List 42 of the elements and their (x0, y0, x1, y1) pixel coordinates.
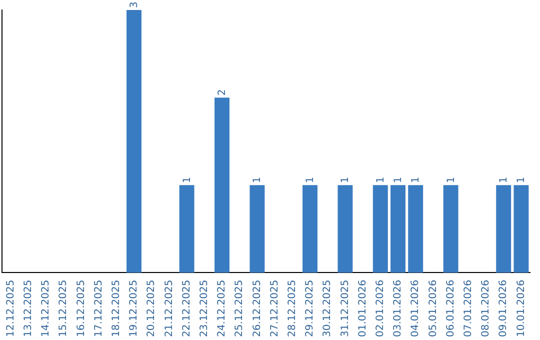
x-tick-label: 13.12.2025 (22, 280, 34, 338)
x-tick-label: 10.01.2026 (516, 280, 527, 338)
data-label: 1 (516, 176, 528, 184)
x-tick-label: 04.01.2026 (410, 280, 422, 338)
x-tick-label: 28.12.2025 (286, 280, 298, 338)
data-label: 1 (410, 176, 422, 184)
data-label: 1 (305, 176, 316, 184)
x-tick-label: 09.01.2026 (498, 280, 510, 338)
data-label: 1 (252, 176, 264, 184)
x-tick-label: 16.12.2025 (76, 280, 87, 338)
x-tick-label: 05.01.2026 (428, 280, 439, 338)
x-tick-label: 06.01.2026 (445, 280, 456, 338)
x-tick-label: 27.12.2025 (269, 280, 280, 338)
x-tick-label: 29.12.2025 (304, 280, 316, 338)
data-label: 1 (182, 176, 193, 184)
x-tick-label: 19.12.2025 (128, 280, 140, 338)
data-label: 1 (498, 176, 510, 184)
x-tick-label: 25.12.2025 (234, 280, 246, 338)
x-tick-label: 31.12.2025 (340, 280, 351, 338)
x-tick-label: 02.01.2026 (374, 280, 386, 338)
x-tick-label: 26.12.2025 (252, 280, 263, 338)
x-tick-label: 01.01.2026 (357, 280, 368, 338)
x-tick-label: 23.12.2025 (198, 280, 210, 338)
x-tick-label: 20.12.2025 (146, 280, 158, 338)
data-label: 3 (129, 2, 140, 8)
x-tick-label: 30.12.2025 (322, 280, 334, 338)
data-label: 2 (217, 89, 228, 96)
x-tick-label: 17.12.2025 (93, 280, 104, 338)
data-label: 1 (340, 176, 352, 184)
x-tick-label: 14.12.2025 (40, 280, 52, 338)
x-tick-label: 18.12.2025 (110, 280, 122, 338)
x-tick-label: 03.01.2026 (392, 280, 404, 338)
x-tick-label: 07.01.2026 (462, 280, 474, 338)
x-tick-label: 08.01.2026 (480, 280, 492, 338)
data-label: 1 (393, 176, 404, 184)
x-tick-label: 24.12.2025 (216, 280, 228, 338)
x-tick-label: 15.12.2025 (58, 280, 70, 338)
x-tick-label: 21.12.2025 (164, 280, 175, 338)
x-tick-label: 22.12.2025 (181, 280, 192, 338)
data-label: 1 (446, 176, 457, 184)
data-label: 1 (375, 176, 386, 184)
x-tick-label: 12.12.2025 (5, 280, 16, 338)
